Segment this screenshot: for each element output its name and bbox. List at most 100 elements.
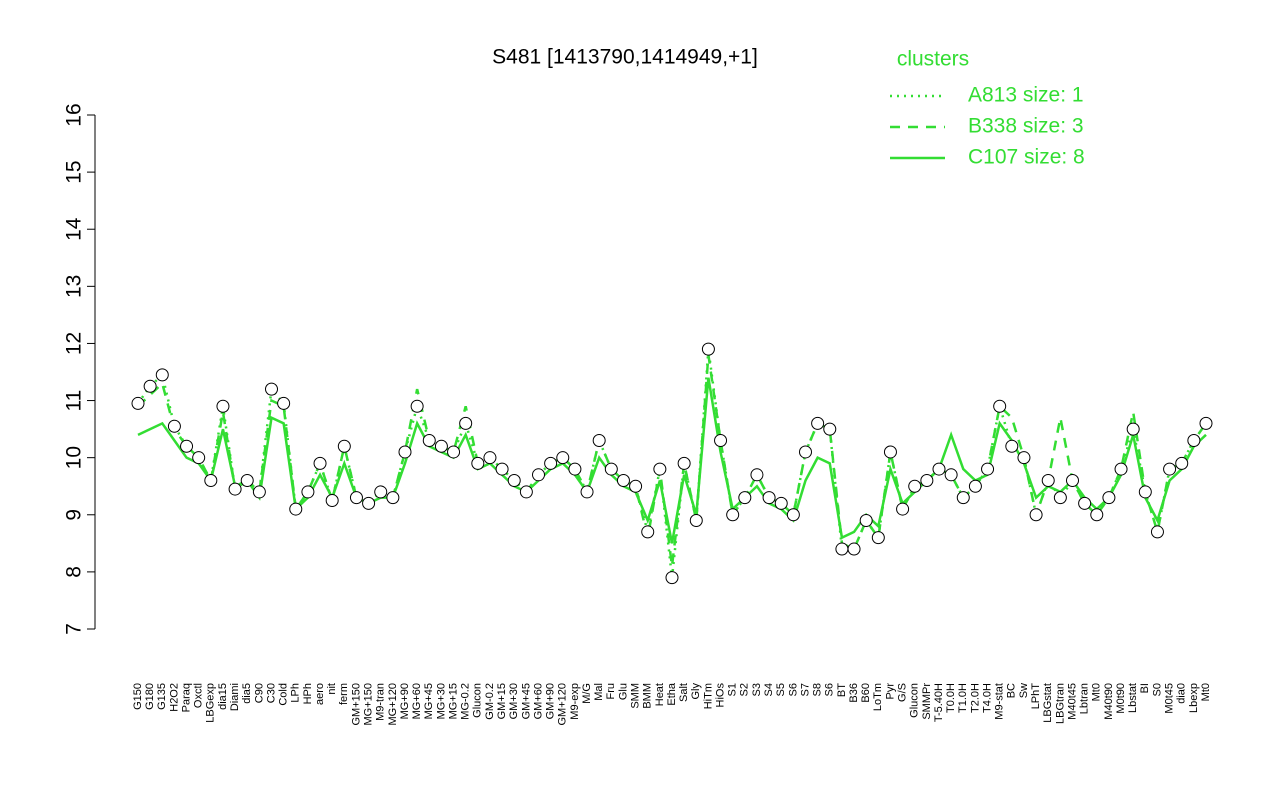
data-point [738,491,752,505]
data-point [459,416,473,430]
data-point [519,485,533,499]
x-tick-label: C30 [265,683,277,703]
chart-title: S481 [1413790,1414949,+1] [492,46,758,69]
data-point [265,382,278,396]
data-point [823,422,837,436]
data-point [1114,462,1128,476]
x-tick-label: Lbstat [1127,683,1139,713]
data-point [1126,422,1140,436]
series-line [137,354,1208,567]
data-point [726,508,740,522]
y-tick-label: 7 [63,623,86,635]
x-tick-label: Heat [654,683,666,706]
x-tick-label: BI [1139,683,1151,693]
x-tick-label: S5 [775,683,787,696]
x-tick-label: aero [314,683,326,705]
y-tick-label: 9 [63,509,86,521]
x-tick-label: Glucon [472,683,484,718]
data-point [362,496,376,510]
x-tick-label: T1.0H [957,683,969,713]
series-line [137,377,1207,544]
legend-label: B338 size: 3 [968,115,1084,138]
x-tick-label: ferm [338,683,350,705]
x-tick-label: T0.0H [945,683,957,713]
data-point [1017,451,1031,465]
data-point [689,513,703,527]
data-point [483,451,497,465]
data-point [216,399,230,413]
x-tick-label: GM+15 [496,683,508,719]
x-tick-label: HiOs [714,683,726,708]
data-point [701,342,715,356]
x-tick-label: B36 [848,683,860,703]
data-point [507,474,521,488]
data-point [592,434,606,448]
x-tick-label: dia0 [1176,683,1188,704]
data-point [301,485,315,499]
data-point [544,456,558,470]
x-tick-label: S2 [739,683,751,696]
x-tick-label: GM+120 [557,683,569,726]
x-tick-label: dia15 [217,683,229,710]
x-tick-label: M9-stat [994,683,1006,720]
data-point [944,468,958,482]
x-tick-label: M0t45 [1163,683,1175,714]
data-point [313,456,327,470]
data-point [398,445,412,459]
data-point [228,482,242,496]
data-point [762,491,776,505]
data-point [374,485,388,499]
y-tick-label: 16 [63,103,86,126]
data-point [920,474,934,488]
data-point [447,445,461,459]
x-tick-label: SMMPr [921,683,933,720]
x-tick-label: Cold [278,683,290,706]
x-tick-label: G180 [144,683,156,710]
x-tick-label: MG+45 [423,683,435,719]
x-tick-label: GM-0.2 [484,683,496,720]
data-point [1138,485,1152,499]
data-point [1175,456,1189,470]
data-point [1005,439,1019,453]
x-tick-label: Mt0 [1091,683,1103,701]
legend-title: clusters [897,48,969,71]
data-point [131,396,145,410]
x-tick-label: C90 [253,683,265,703]
x-tick-label: BT [836,683,848,697]
x-tick-label: LPh [290,683,302,703]
x-tick-label: HiTm [702,683,714,709]
x-tick-label: GM+30 [508,683,520,719]
data-point [580,485,594,499]
x-tick-label: Gly [690,683,702,700]
x-tick-label: M40t90 [1103,683,1115,720]
data-point [993,399,1007,413]
y-tick-label: 8 [63,566,86,578]
x-tick-label: H2O2 [168,683,180,712]
x-tick-label: M9-exp [569,683,581,720]
x-tick-label: LoTm [872,683,884,711]
x-tick-label: G135 [156,683,168,710]
data-point [968,479,982,493]
data-point [386,491,400,505]
x-tick-label: dia5 [241,683,253,704]
data-point [811,416,825,430]
data-point [1078,496,1092,510]
x-tick-label: Fru [605,683,617,700]
x-tick-label: LPhT [1030,683,1042,710]
data-point [847,542,861,556]
x-tick-label: T4.0H [981,683,993,713]
x-tick-label: Oxctl [193,683,205,708]
data-point [908,479,922,493]
x-tick-label: MG+90 [399,683,411,719]
data-point [349,491,363,505]
data-point [1090,508,1104,522]
data-point [883,445,897,459]
x-tick-label: MG-0.2 [460,683,472,720]
data-point [1029,508,1043,522]
legend-label: A813 size: 1 [968,84,1084,107]
x-tick-label: S0 [1151,683,1163,696]
data-point [1102,491,1116,505]
y-tick-label: 11 [63,390,86,412]
data-point [252,485,266,499]
